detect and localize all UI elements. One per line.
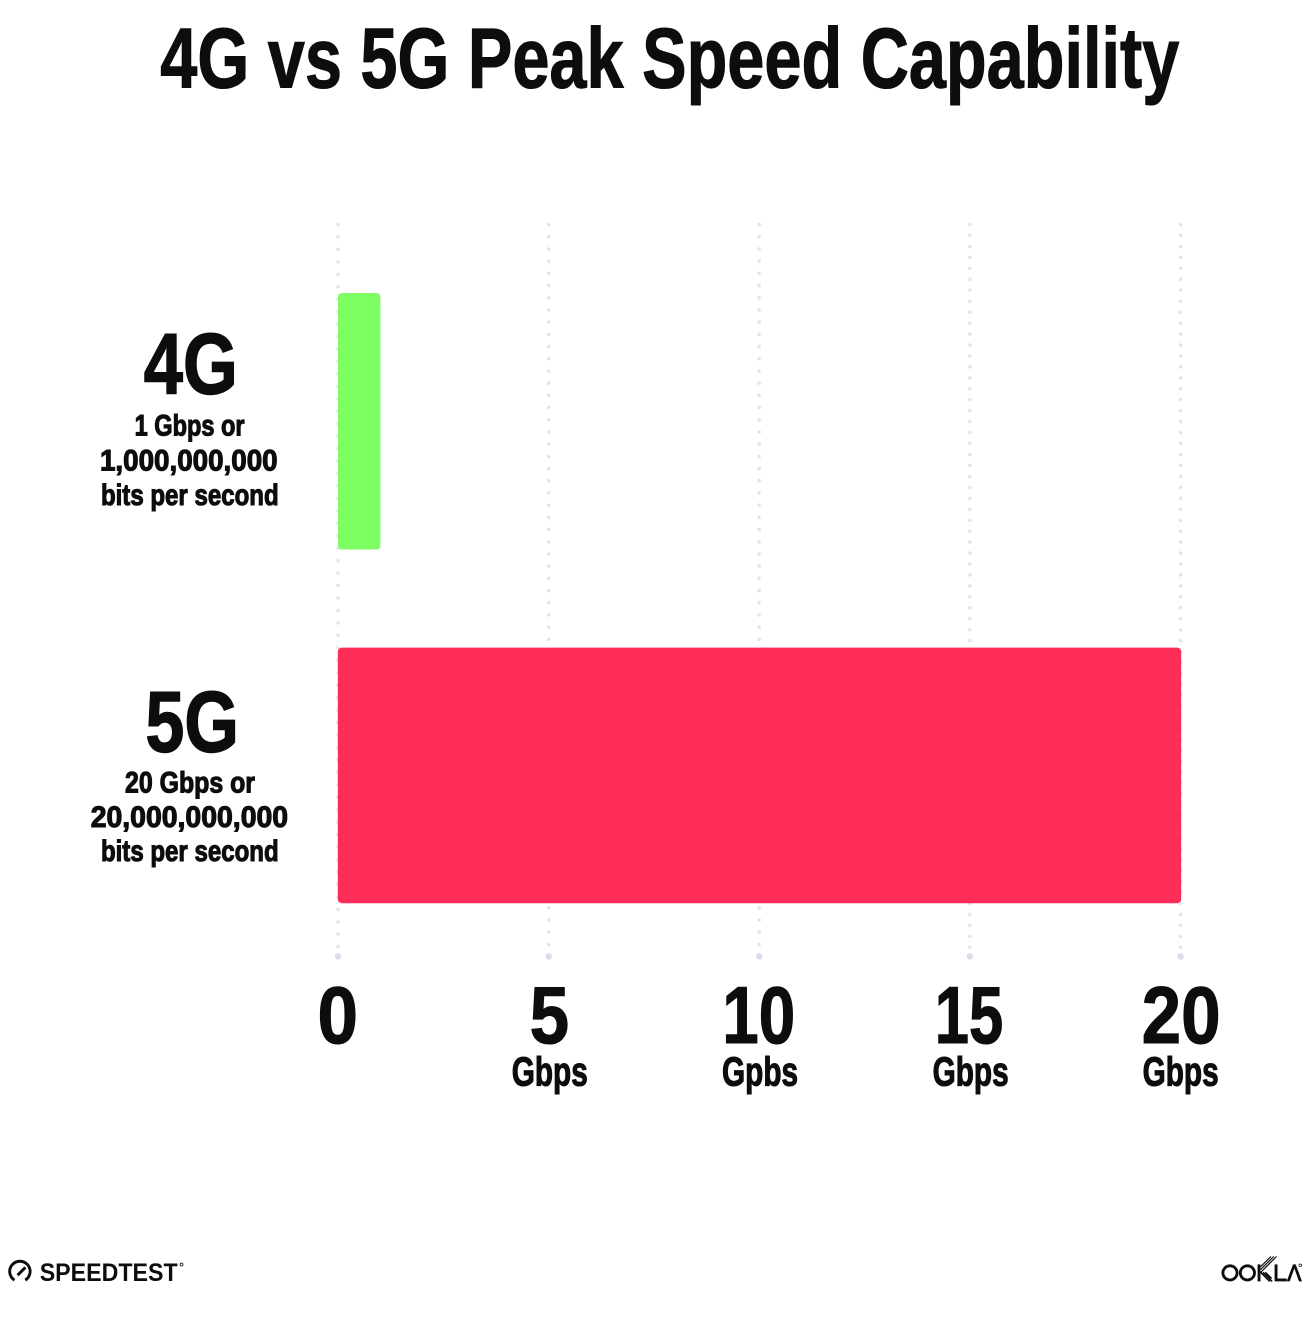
svg-text:4G: 4G <box>144 316 238 412</box>
svg-text:0: 0 <box>317 971 358 1061</box>
svg-text:Gbps: Gbps <box>512 1049 588 1095</box>
svg-text:20: 20 <box>1142 971 1221 1061</box>
svg-text:5G: 5G <box>145 675 239 771</box>
svg-text:5: 5 <box>530 971 570 1061</box>
svg-text:Gbps: Gbps <box>1143 1049 1219 1095</box>
svg-text:10: 10 <box>722 971 795 1061</box>
svg-text:bits per second: bits per second <box>101 835 279 868</box>
svg-text:15: 15 <box>935 971 1004 1061</box>
svg-text:Gpbs: Gpbs <box>722 1049 798 1095</box>
svg-text:SPEEDTEST: SPEEDTEST <box>40 1259 178 1287</box>
svg-text:20,000,000,000: 20,000,000,000 <box>91 801 288 834</box>
svg-text:bits per second: bits per second <box>101 479 279 512</box>
svg-text:4G vs 5G Peak Speed Capability: 4G vs 5G Peak Speed Capability <box>160 12 1179 107</box>
svg-text:1,000,000,000: 1,000,000,000 <box>100 444 278 477</box>
svg-text:1 Gbps or: 1 Gbps or <box>135 409 245 442</box>
svg-text:Gbps: Gbps <box>933 1049 1009 1095</box>
svg-text:20 Gbps or: 20 Gbps or <box>125 766 255 799</box>
